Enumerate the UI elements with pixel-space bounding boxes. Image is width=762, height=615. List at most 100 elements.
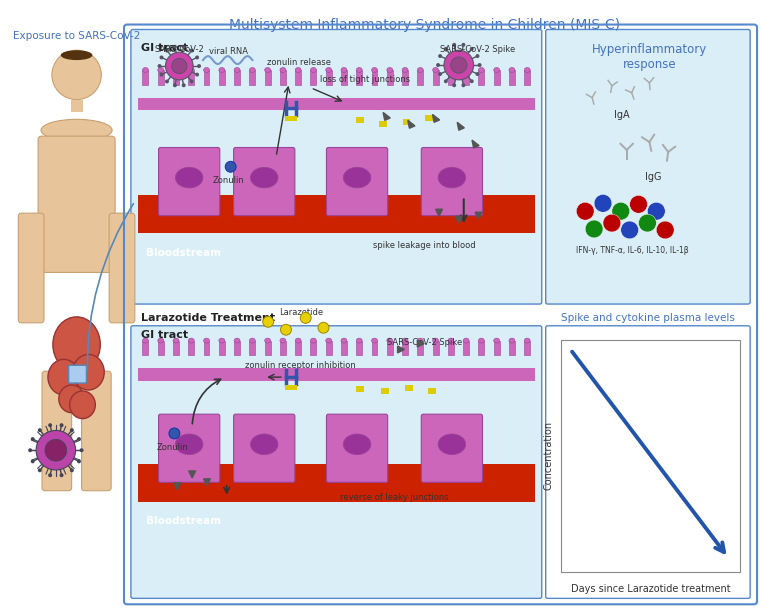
- Bar: [418, 341, 423, 355]
- Circle shape: [475, 54, 479, 58]
- Circle shape: [158, 64, 162, 68]
- Ellipse shape: [264, 68, 271, 73]
- Text: Larazotide: Larazotide: [279, 308, 323, 317]
- Circle shape: [48, 423, 52, 427]
- Ellipse shape: [142, 338, 149, 343]
- Bar: [402, 341, 408, 355]
- Circle shape: [173, 45, 177, 49]
- Ellipse shape: [219, 338, 225, 343]
- Bar: [372, 70, 377, 85]
- FancyBboxPatch shape: [158, 148, 219, 216]
- Circle shape: [77, 459, 81, 463]
- Bar: [138, 464, 535, 502]
- Bar: [463, 70, 469, 85]
- FancyBboxPatch shape: [82, 371, 111, 491]
- Text: Hyperinflammatory
response: Hyperinflammatory response: [592, 43, 707, 71]
- Text: IgA: IgA: [614, 111, 629, 121]
- Polygon shape: [383, 113, 390, 121]
- Bar: [138, 196, 535, 233]
- Bar: [387, 341, 392, 355]
- Ellipse shape: [203, 338, 210, 343]
- Circle shape: [462, 43, 466, 47]
- Bar: [356, 117, 364, 123]
- Ellipse shape: [341, 68, 347, 73]
- Circle shape: [30, 459, 35, 463]
- Circle shape: [36, 430, 75, 470]
- Ellipse shape: [173, 68, 179, 73]
- Bar: [509, 70, 515, 85]
- Circle shape: [576, 202, 594, 220]
- Circle shape: [656, 221, 674, 239]
- Bar: [158, 341, 164, 355]
- Circle shape: [263, 316, 274, 327]
- Text: zonulin release: zonulin release: [267, 58, 331, 67]
- FancyBboxPatch shape: [326, 148, 388, 216]
- FancyBboxPatch shape: [131, 30, 542, 304]
- Circle shape: [70, 468, 74, 472]
- Bar: [173, 341, 179, 355]
- Circle shape: [438, 72, 442, 76]
- Bar: [356, 386, 364, 392]
- Bar: [524, 341, 530, 355]
- Bar: [249, 341, 255, 355]
- Ellipse shape: [418, 338, 423, 343]
- Bar: [280, 70, 286, 85]
- Polygon shape: [174, 483, 181, 490]
- Ellipse shape: [61, 50, 92, 60]
- Ellipse shape: [69, 391, 95, 419]
- Text: Zonulin: Zonulin: [213, 176, 245, 184]
- Ellipse shape: [41, 119, 112, 141]
- Ellipse shape: [387, 68, 392, 73]
- Ellipse shape: [280, 338, 286, 343]
- Bar: [285, 385, 291, 390]
- Circle shape: [195, 55, 199, 60]
- Polygon shape: [398, 346, 405, 353]
- Circle shape: [52, 50, 101, 100]
- Bar: [402, 70, 408, 85]
- Circle shape: [469, 79, 474, 83]
- Ellipse shape: [524, 68, 530, 73]
- Bar: [357, 341, 362, 355]
- Bar: [425, 116, 433, 121]
- Bar: [379, 121, 386, 127]
- FancyBboxPatch shape: [18, 213, 44, 323]
- Polygon shape: [475, 212, 482, 219]
- Bar: [561, 339, 740, 572]
- Bar: [219, 341, 225, 355]
- Bar: [71, 100, 82, 113]
- Bar: [341, 341, 347, 355]
- Bar: [291, 385, 297, 390]
- Ellipse shape: [325, 338, 331, 343]
- Bar: [264, 341, 271, 355]
- Text: IgG: IgG: [645, 172, 661, 181]
- Ellipse shape: [494, 68, 500, 73]
- Circle shape: [195, 73, 199, 77]
- Polygon shape: [436, 209, 443, 216]
- FancyBboxPatch shape: [326, 414, 388, 482]
- Text: Multisystem Inflammatory Syndrome in Children (MIS-C): Multisystem Inflammatory Syndrome in Chi…: [229, 18, 620, 31]
- Ellipse shape: [357, 68, 362, 73]
- Bar: [357, 70, 362, 85]
- Circle shape: [444, 50, 474, 80]
- Bar: [173, 70, 179, 85]
- Ellipse shape: [463, 68, 469, 73]
- Circle shape: [452, 43, 456, 47]
- Bar: [479, 341, 485, 355]
- Ellipse shape: [175, 167, 203, 188]
- Bar: [234, 70, 240, 85]
- Circle shape: [190, 79, 194, 84]
- FancyBboxPatch shape: [234, 148, 295, 216]
- Bar: [310, 70, 316, 85]
- Ellipse shape: [325, 68, 331, 73]
- FancyBboxPatch shape: [421, 148, 482, 216]
- Bar: [295, 70, 301, 85]
- Bar: [325, 70, 331, 85]
- Bar: [448, 70, 454, 85]
- Circle shape: [450, 57, 467, 73]
- Ellipse shape: [158, 338, 164, 343]
- Ellipse shape: [372, 68, 377, 73]
- Ellipse shape: [372, 338, 377, 343]
- FancyBboxPatch shape: [546, 30, 750, 304]
- Bar: [295, 341, 301, 355]
- Bar: [325, 341, 331, 355]
